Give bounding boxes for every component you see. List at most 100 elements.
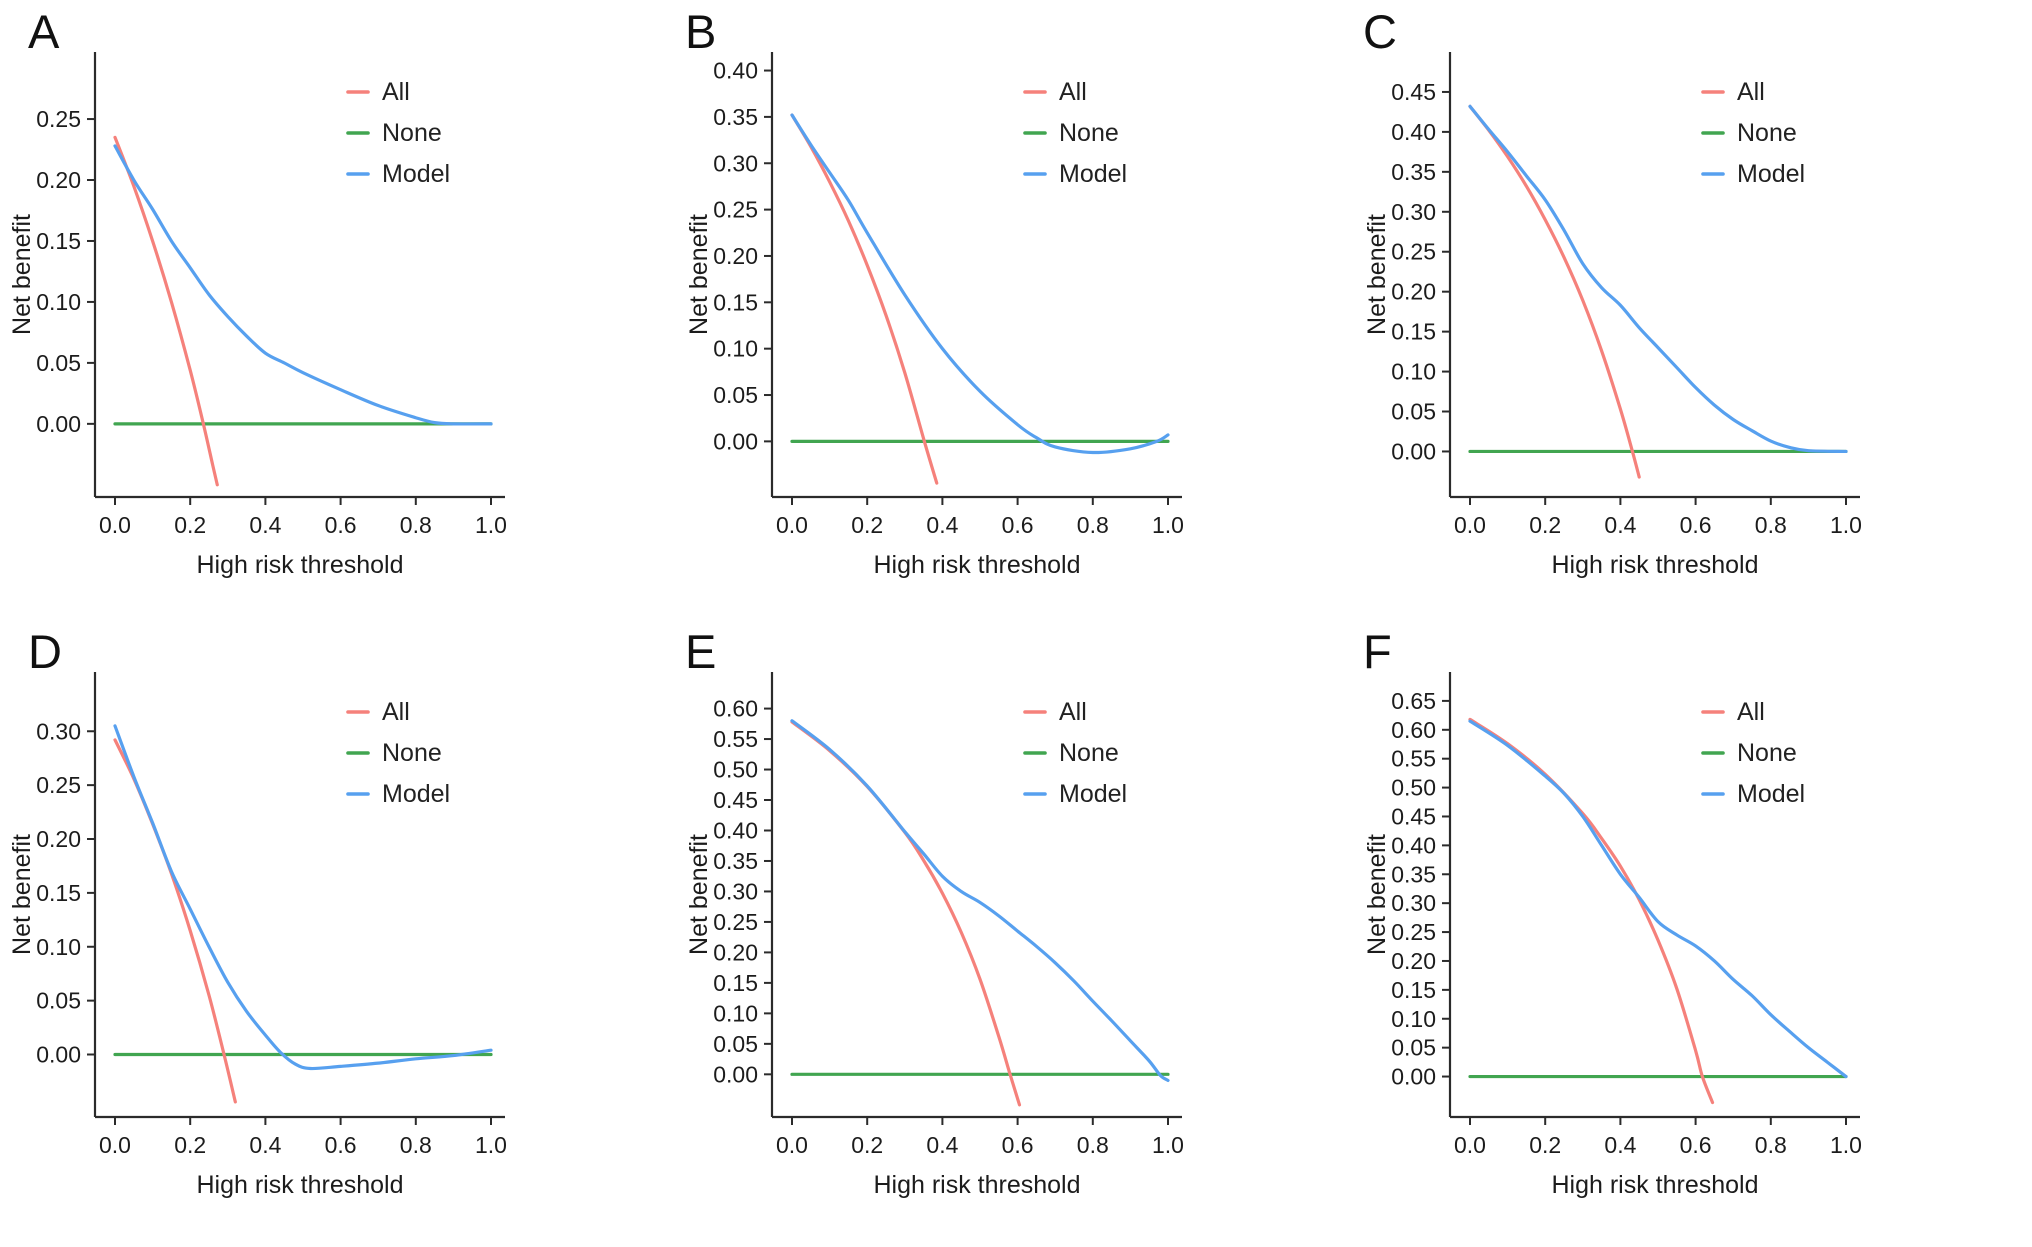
x-tick-label: 0.2 <box>851 1132 883 1158</box>
series-all-line <box>790 113 939 485</box>
x-tick-label: 1.0 <box>1830 1132 1862 1158</box>
panel-b-label: B <box>685 5 718 58</box>
y-tick-label: 0.05 <box>1391 399 1436 425</box>
x-tick-label: 0.6 <box>1002 1132 1034 1158</box>
y-tick-label: 0.60 <box>1391 717 1436 743</box>
x-tick-label: 0.4 <box>1604 512 1636 538</box>
legend-item-none: None <box>346 739 442 767</box>
legend-item-all: All <box>346 698 410 726</box>
legend-label-none: None <box>1059 739 1119 767</box>
x-tick-label: 0.0 <box>776 1132 808 1158</box>
y-tick-label: 0.10 <box>713 336 758 362</box>
x-tick-label: 0.2 <box>174 1132 206 1158</box>
y-tick-label: 0.45 <box>1391 803 1436 829</box>
panel-d: D 0.00 0.05 0.10 0.15 0.20 0.25 0.30 0.0 0.2 0.4 0… <box>0 620 677 1247</box>
legend-label-none: None <box>1737 739 1797 767</box>
x-axis-label: High risk threshold <box>873 1171 1080 1199</box>
x-tick-label: 0.8 <box>1077 512 1109 538</box>
x-tick-label: 0.0 <box>1454 512 1486 538</box>
axes <box>1448 52 1860 499</box>
x-ticks: 0.0 0.2 0.4 0.6 0.8 1.0 <box>1454 1117 1862 1158</box>
panel-f: F 0.00 0.05 0.10 0.15 0.20 0.25 0.30 0.35 0.40 0.… <box>1355 620 2032 1247</box>
legend-label-all: All <box>1737 698 1765 726</box>
y-axis-label: Net benefit <box>1363 834 1391 955</box>
dca-chart-a: 0.00 0.05 0.10 0.15 0.20 0.25 0.0 0.2 0.4 0.6 0.8 1… <box>8 52 507 579</box>
legend-item-none: None <box>1701 119 1797 147</box>
x-ticks: 0.0 0.2 0.4 0.6 0.8 1.0 <box>99 1117 507 1158</box>
legend-item-none: None <box>1023 119 1119 147</box>
x-tick-label: 0.4 <box>249 1132 281 1158</box>
y-tick-label: 0.35 <box>713 848 758 874</box>
y-tick-label: 0.35 <box>1391 861 1436 887</box>
x-tick-label: 0.2 <box>1529 512 1561 538</box>
series-model-line <box>790 113 1170 455</box>
x-tick-label: 1.0 <box>1152 512 1184 538</box>
y-tick-label: 0.15 <box>1391 319 1436 345</box>
y-axis-label: Net benefit <box>8 214 36 335</box>
x-tick-label: 0.4 <box>1604 1132 1636 1158</box>
x-tick-label: 0.8 <box>1755 1132 1787 1158</box>
y-ticks: 0.00 0.05 0.10 0.15 0.20 0.25 0.30 0.35 0.40 <box>713 58 772 454</box>
y-tick-label: 0.05 <box>36 350 81 376</box>
panel-c-label: C <box>1363 5 1398 58</box>
series-all-line <box>1468 717 1715 1105</box>
y-tick-label: 0.00 <box>36 411 81 437</box>
legend-item-model: Model <box>1701 780 1805 808</box>
y-tick-label: 0.25 <box>36 772 81 798</box>
x-ticks: 0.0 0.2 0.4 0.6 0.8 1.0 <box>99 497 507 538</box>
axes <box>770 672 1182 1119</box>
y-tick-label: 0.10 <box>1391 1006 1436 1032</box>
y-tick-label: 0.35 <box>713 104 758 130</box>
y-axis-label: Net benefit <box>685 214 713 335</box>
y-tick-label: 0.50 <box>713 757 758 783</box>
y-tick-label: 0.55 <box>713 726 758 752</box>
x-tick-label: 0.0 <box>99 1132 131 1158</box>
legend-item-all: All <box>346 78 410 106</box>
legend-label-model: Model <box>1059 160 1127 188</box>
legend-item-model: Model <box>1023 160 1127 188</box>
x-axis-label: High risk threshold <box>1551 551 1758 579</box>
y-tick-label: 0.50 <box>1391 775 1436 801</box>
x-tick-label: 0.4 <box>249 512 281 538</box>
legend: All None Model <box>346 78 450 188</box>
y-ticks: 0.00 0.05 0.10 0.15 0.20 0.25 0.30 0.35 0.40 0.45… <box>1391 688 1450 1090</box>
y-tick-label: 0.40 <box>713 58 758 84</box>
legend-label-none: None <box>382 739 442 767</box>
y-tick-label: 0.40 <box>1391 832 1436 858</box>
y-tick-label: 0.00 <box>1391 438 1436 464</box>
y-tick-label: 0.10 <box>1391 359 1436 385</box>
axes <box>770 52 1182 499</box>
legend-label-none: None <box>382 119 442 147</box>
y-tick-label: 0.05 <box>713 382 758 408</box>
legend-item-model: Model <box>1023 780 1127 808</box>
series-all-line <box>113 135 219 487</box>
y-tick-label: 0.00 <box>1391 1064 1436 1090</box>
series-lines <box>1468 104 1848 479</box>
y-tick-label: 0.30 <box>713 878 758 904</box>
x-tick-label: 0.6 <box>1680 1132 1712 1158</box>
legend-label-all: All <box>1737 78 1765 106</box>
y-tick-label: 0.30 <box>1391 199 1436 225</box>
x-ticks: 0.0 0.2 0.4 0.6 0.8 1.0 <box>776 1117 1184 1158</box>
y-tick-label: 0.30 <box>1391 890 1436 916</box>
series-all-line <box>1468 104 1641 479</box>
x-axis-label: High risk threshold <box>873 551 1080 579</box>
series-model-line <box>113 144 493 426</box>
legend: All None Model <box>1023 698 1127 808</box>
x-tick-label: 1.0 <box>475 1132 507 1158</box>
y-tick-label: 0.20 <box>713 243 758 269</box>
legend-label-model: Model <box>382 160 450 188</box>
x-ticks: 0.0 0.2 0.4 0.6 0.8 1.0 <box>1454 497 1862 538</box>
legend-item-model: Model <box>1701 160 1805 188</box>
legend-label-all: All <box>1059 698 1087 726</box>
dca-chart-f: 0.00 0.05 0.10 0.15 0.20 0.25 0.30 0.35 0.40 0.45… <box>1363 672 1862 1199</box>
series-model-line <box>113 724 493 1071</box>
x-tick-label: 0.6 <box>1002 512 1034 538</box>
panel-c: C 0.00 0.05 0.10 0.15 0.20 0.25 0.30 0.35 0.40 0.… <box>1355 0 2032 620</box>
y-tick-label: 0.10 <box>36 289 81 315</box>
legend-label-all: All <box>382 78 410 106</box>
x-tick-label: 0.8 <box>400 1132 432 1158</box>
x-tick-label: 0.6 <box>1680 512 1712 538</box>
y-tick-label: 0.20 <box>1391 279 1436 305</box>
y-tick-label: 0.25 <box>713 197 758 223</box>
